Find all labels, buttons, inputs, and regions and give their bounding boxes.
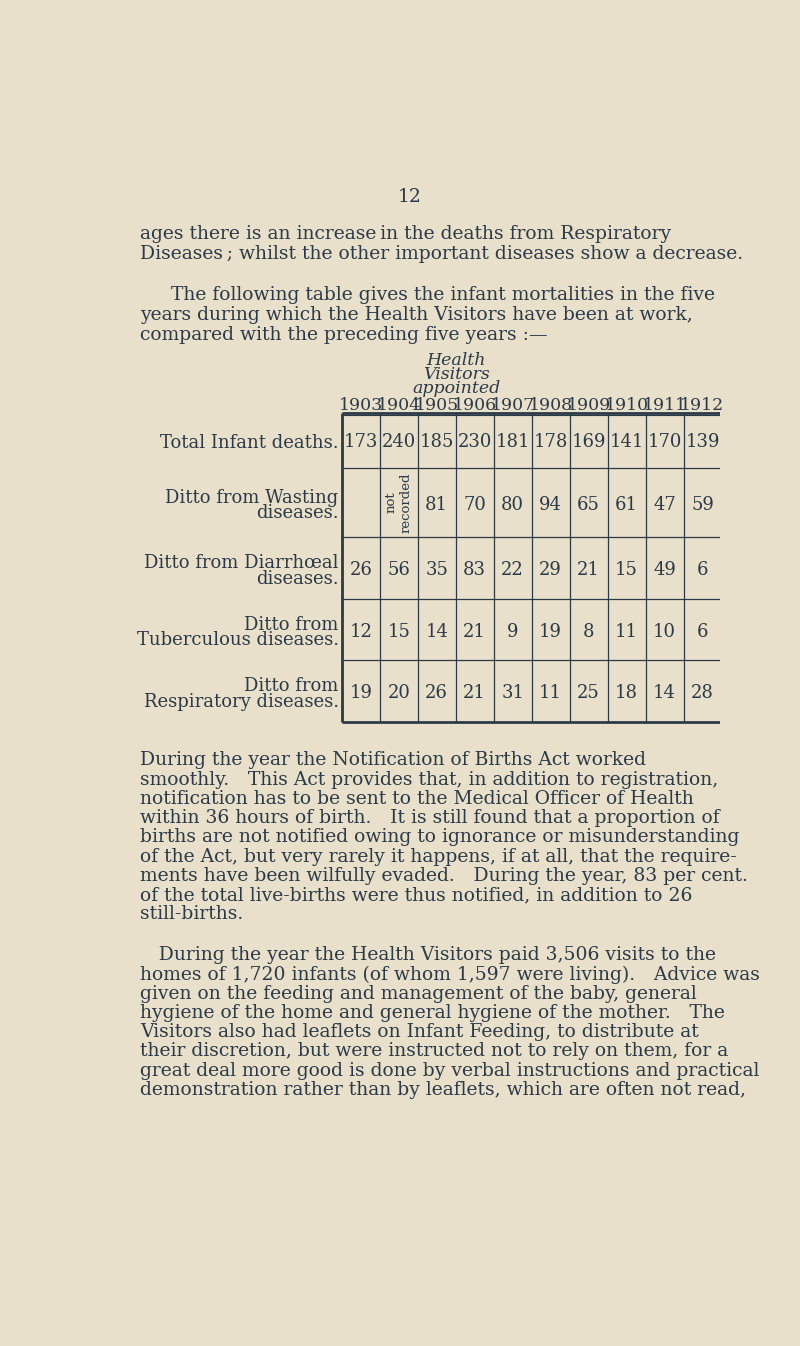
Text: 8: 8	[583, 623, 594, 641]
Text: 80: 80	[501, 495, 524, 514]
Text: 28: 28	[691, 684, 714, 703]
Text: 26: 26	[426, 684, 448, 703]
Text: Total Infant deaths.: Total Infant deaths.	[160, 435, 338, 452]
Text: great deal more good is done by verbal instructions and practical: great deal more good is done by verbal i…	[140, 1062, 760, 1079]
Text: 81: 81	[426, 495, 448, 514]
Text: 22: 22	[502, 561, 524, 579]
Text: ages there is an increase in the deaths from Respiratory: ages there is an increase in the deaths …	[140, 225, 671, 242]
Text: 56: 56	[387, 561, 410, 579]
Text: 12: 12	[398, 188, 422, 206]
Text: Visitors also had leaflets on Infant Feeding, to distribute at: Visitors also had leaflets on Infant Fee…	[140, 1023, 699, 1042]
Text: 21: 21	[578, 561, 600, 579]
Text: 230: 230	[458, 433, 492, 451]
Text: Diseases ; whilst the other important diseases show a decrease.: Diseases ; whilst the other important di…	[140, 245, 743, 262]
Text: 178: 178	[534, 433, 568, 451]
Text: not
recorded: not recorded	[385, 472, 413, 533]
Text: still-births.: still-births.	[140, 906, 243, 923]
Text: within 36 hours of birth. It is still found that a proportion of: within 36 hours of birth. It is still fo…	[140, 809, 720, 826]
Text: 1907: 1907	[490, 397, 535, 415]
Text: 29: 29	[539, 561, 562, 579]
Text: 1910: 1910	[605, 397, 649, 415]
Text: 1908: 1908	[529, 397, 573, 415]
Text: 6: 6	[697, 561, 708, 579]
Text: homes of 1,720 infants (of whom 1,597 were living). Advice was: homes of 1,720 infants (of whom 1,597 we…	[140, 965, 760, 984]
Text: 185: 185	[419, 433, 454, 451]
Text: hygiene of the home and general hygiene of the mother. The: hygiene of the home and general hygiene …	[140, 1004, 725, 1022]
Text: years during which the Health Visitors have been at work,: years during which the Health Visitors h…	[140, 307, 693, 324]
Text: 9: 9	[507, 623, 518, 641]
Text: 1909: 1909	[566, 397, 610, 415]
Text: Visitors: Visitors	[423, 366, 490, 384]
Text: 70: 70	[463, 495, 486, 514]
Text: 61: 61	[615, 495, 638, 514]
Text: diseases.: diseases.	[256, 569, 338, 588]
Text: ments have been wilfully evaded. During the year, 83 per cent.: ments have been wilfully evaded. During …	[140, 867, 748, 884]
Text: diseases.: diseases.	[256, 505, 338, 522]
Text: 26: 26	[350, 561, 372, 579]
Text: 169: 169	[571, 433, 606, 451]
Text: Ditto from: Ditto from	[244, 616, 338, 634]
Text: notification has to be sent to the Medical Officer of Health: notification has to be sent to the Medic…	[140, 790, 694, 808]
Text: 83: 83	[463, 561, 486, 579]
Text: 15: 15	[387, 623, 410, 641]
Text: 141: 141	[610, 433, 644, 451]
Text: of the Act, but very rarely it happens, if at all, that the require-: of the Act, but very rarely it happens, …	[140, 848, 737, 865]
Text: 20: 20	[387, 684, 410, 703]
Text: During the year the Notification of Births Act worked: During the year the Notification of Birt…	[140, 751, 646, 770]
Text: 1906: 1906	[453, 397, 497, 415]
Text: 173: 173	[344, 433, 378, 451]
Text: 14: 14	[653, 684, 676, 703]
Text: Ditto from Diarrhœal: Ditto from Diarrhœal	[144, 555, 338, 572]
Text: 170: 170	[647, 433, 682, 451]
Text: 31: 31	[501, 684, 524, 703]
Text: 1911: 1911	[642, 397, 686, 415]
Text: Ditto from: Ditto from	[244, 677, 338, 696]
Text: 65: 65	[578, 495, 600, 514]
Text: 12: 12	[350, 623, 372, 641]
Text: 49: 49	[653, 561, 676, 579]
Text: 94: 94	[539, 495, 562, 514]
Text: 25: 25	[578, 684, 600, 703]
Text: 35: 35	[426, 561, 448, 579]
Text: 18: 18	[615, 684, 638, 703]
Text: 21: 21	[463, 684, 486, 703]
Text: smoothly. This Act provides that, in addition to registration,: smoothly. This Act provides that, in add…	[140, 771, 718, 789]
Text: Ditto from Wasting: Ditto from Wasting	[166, 489, 338, 507]
Text: births are not notified owing to ignorance or misunderstanding: births are not notified owing to ignoran…	[140, 828, 740, 847]
Text: 59: 59	[691, 495, 714, 514]
Text: 11: 11	[539, 684, 562, 703]
Text: During the year the Health Visitors paid 3,506 visits to the: During the year the Health Visitors paid…	[140, 946, 716, 964]
Text: Respiratory diseases.: Respiratory diseases.	[143, 693, 338, 711]
Text: their discretion, but were instructed not to rely on them, for a: their discretion, but were instructed no…	[140, 1042, 729, 1061]
Text: 47: 47	[654, 495, 676, 514]
Text: 1912: 1912	[681, 397, 725, 415]
Text: Health: Health	[426, 353, 486, 370]
Text: 240: 240	[382, 433, 416, 451]
Text: 1903: 1903	[338, 397, 383, 415]
Text: The following table gives the infant mortalities in the five: The following table gives the infant mor…	[171, 287, 715, 304]
Text: demonstration rather than by leaflets, which are often not read,: demonstration rather than by leaflets, w…	[140, 1081, 746, 1098]
Text: 181: 181	[495, 433, 530, 451]
Text: 1904: 1904	[377, 397, 421, 415]
Text: given on the feeding and management of the baby, general: given on the feeding and management of t…	[140, 985, 697, 1003]
Text: Tuberculous diseases.: Tuberculous diseases.	[137, 631, 338, 649]
Text: appointed: appointed	[412, 380, 501, 397]
Text: 19: 19	[350, 684, 372, 703]
Text: 6: 6	[697, 623, 708, 641]
Text: of the total live-births were thus notified, in addition to 26: of the total live-births were thus notif…	[140, 886, 693, 905]
Text: 10: 10	[653, 623, 676, 641]
Text: 139: 139	[686, 433, 720, 451]
Text: 11: 11	[615, 623, 638, 641]
Text: 21: 21	[463, 623, 486, 641]
Text: 19: 19	[539, 623, 562, 641]
Text: compared with the preceding five years :—: compared with the preceding five years :…	[140, 326, 548, 345]
Text: 1905: 1905	[414, 397, 459, 415]
Text: 14: 14	[426, 623, 448, 641]
Text: 15: 15	[615, 561, 638, 579]
